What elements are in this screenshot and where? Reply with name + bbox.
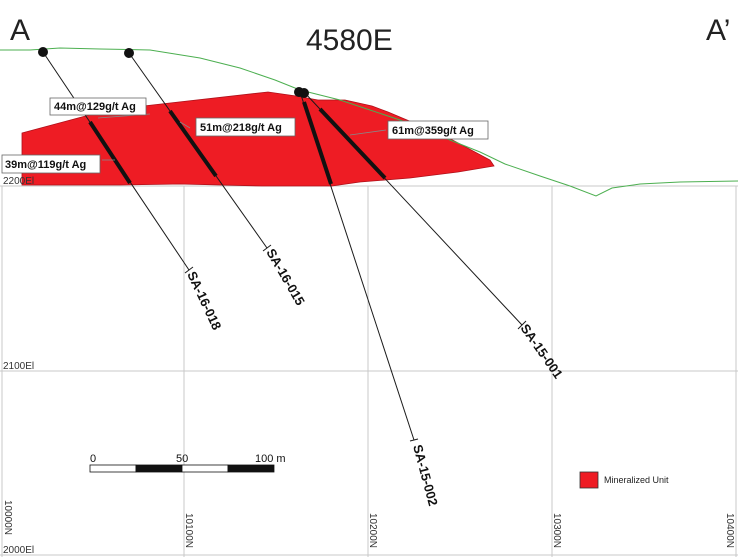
scale-bar: 0 50 100 m (89, 453, 286, 473)
legend: Mineralized Unit (579, 471, 669, 489)
callout-label: 39m@119g/t Ag (5, 159, 86, 171)
topography-line (0, 47, 738, 197)
callout-61m: 61m@359g/t Ag (387, 120, 489, 140)
northing-label-10300: 10300N (551, 513, 562, 548)
callout-label: 51m@218g/t Ag (200, 122, 282, 134)
northing-label-10100: 10100N (183, 513, 194, 548)
hole-label-sa-16-015: SA-16-015 (263, 246, 307, 308)
callout-39m: 39m@119g/t Ag (1, 154, 101, 174)
scale-tick-100: 100 m (255, 453, 286, 465)
hole-label-sa-15-001: SA-15-001 (518, 321, 566, 381)
intercept-segment-sa-15-001 (318, 107, 387, 180)
callout-44m: 44m@129g/t Ag (49, 97, 147, 116)
callout-box (195, 117, 296, 137)
section-left-label: A (10, 14, 30, 47)
collar-sa-15-001 (299, 88, 309, 98)
northing-label-10000: 10000N (2, 500, 13, 535)
hole-label-sa-15-002: SA-15-002 (410, 443, 441, 508)
intercept-segment-sa-15-002 (302, 101, 333, 185)
collars (38, 47, 309, 98)
intercept-segment-sa-16-018 (88, 120, 132, 185)
legend-label: Mineralized Unit (604, 475, 669, 485)
legend-swatch (579, 471, 599, 489)
northing-label-10400: 10400N (724, 513, 735, 548)
elevation-label-2100: 2100El (3, 361, 34, 372)
collar-sa-16-015 (124, 48, 134, 58)
leader-51m (179, 121, 191, 129)
leader-61m (349, 129, 387, 136)
end-tick-sa-15-002 (409, 438, 419, 442)
section-right-label: A’ (706, 14, 730, 47)
callout-box (49, 97, 147, 116)
end-tick-sa-16-018 (184, 266, 194, 274)
section-title: 4580E (306, 24, 393, 57)
scale-tick-0: 0 (90, 453, 96, 465)
intercept-segment-sa-16-015 (168, 109, 218, 178)
callout-box (1, 154, 101, 174)
scale-seg-1 (89, 464, 137, 473)
callout-51m: 51m@218g/t Ag (195, 117, 296, 137)
northing-label-10200: 10200N (367, 513, 378, 548)
collar-sa-16-018 (38, 47, 48, 57)
end-tick-sa-15-001 (517, 320, 527, 330)
callout-box (387, 120, 489, 140)
end-tick-sa-16-015 (262, 244, 272, 252)
callout-label: 44m@129g/t Ag (54, 101, 136, 113)
hole-label-sa-16-018: SA-16-018 (184, 269, 224, 332)
callout-label: 61m@359g/t Ag (392, 125, 474, 137)
grid (0, 185, 738, 557)
intercept-segments (88, 101, 387, 185)
scale-seg-3 (181, 464, 229, 473)
scale-seg-2 (135, 464, 183, 473)
elevation-label-2000: 2000El (3, 545, 34, 556)
scale-tick-50: 50 (176, 453, 188, 465)
elevation-label-2200: 2200El (3, 176, 34, 187)
scale-seg-4 (227, 464, 275, 473)
